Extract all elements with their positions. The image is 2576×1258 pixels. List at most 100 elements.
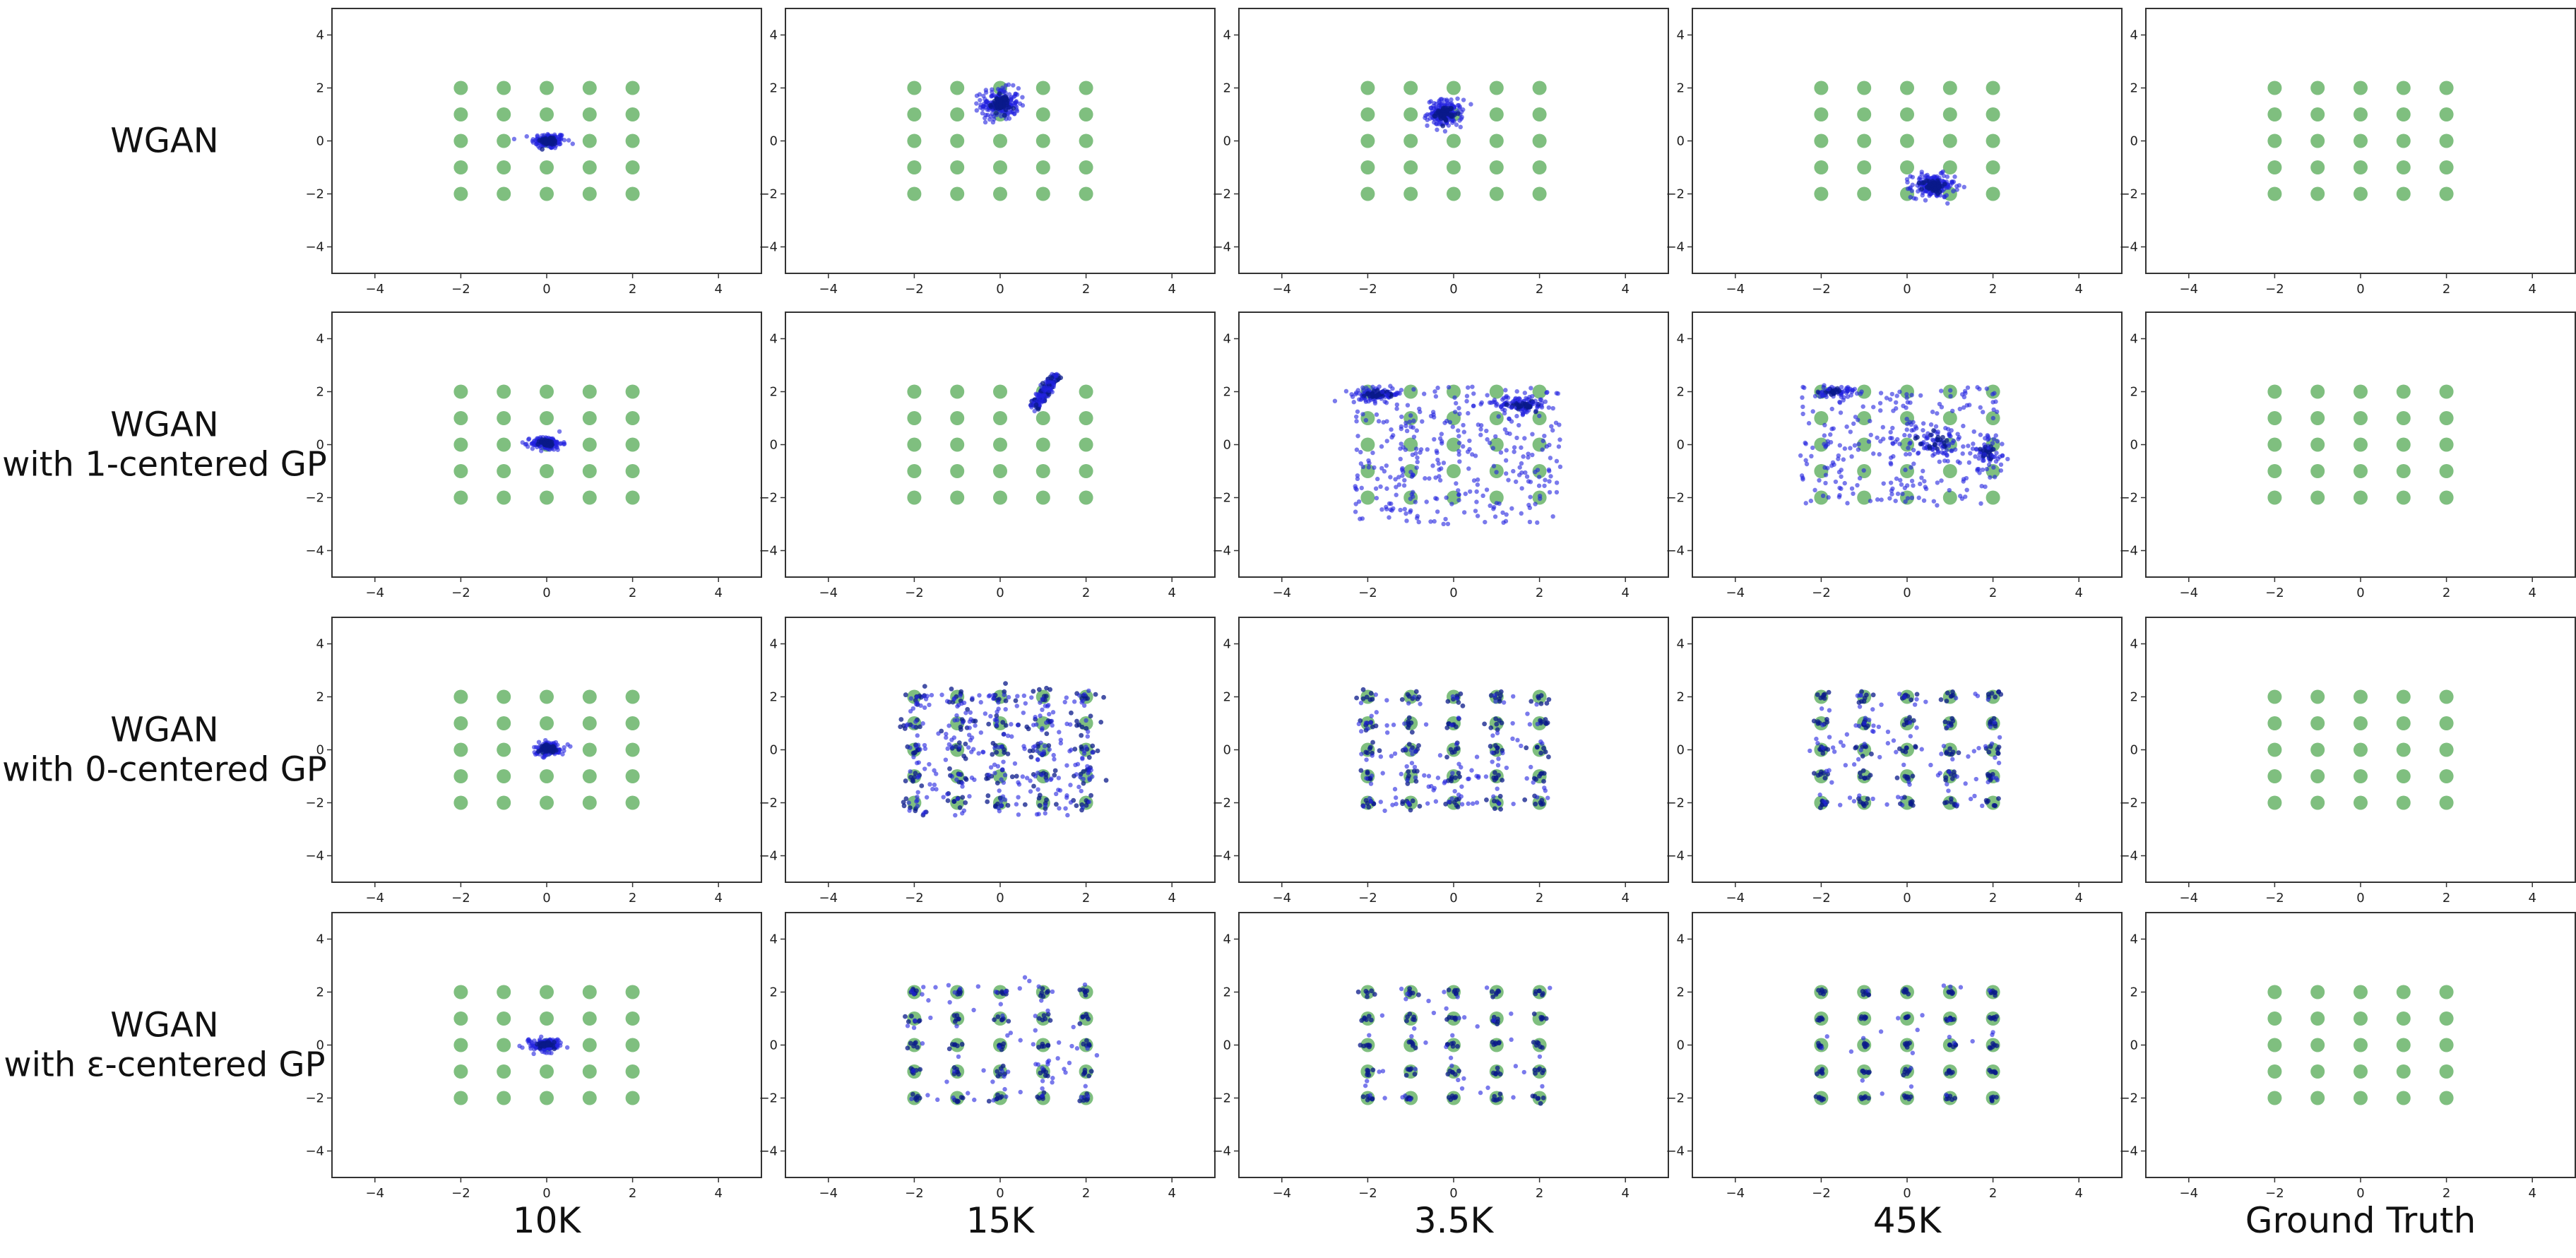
- generated-sample: [1826, 386, 1832, 392]
- generated-sample: [1856, 417, 1860, 422]
- generated-sample: [1910, 174, 1916, 179]
- generated-sample: [1993, 433, 1998, 438]
- generated-sample: [1425, 447, 1430, 452]
- generated-sample: [1079, 1094, 1084, 1100]
- x-tick-label: −2: [905, 1186, 924, 1201]
- generated-sample: [1042, 744, 1047, 749]
- y-tick-label: 2: [1223, 690, 1231, 705]
- generated-sample: [1406, 715, 1412, 720]
- ground-truth-point: [2310, 490, 2325, 505]
- generated-sample: [951, 1095, 956, 1100]
- ground-truth-point: [625, 1064, 640, 1079]
- ground-truth-point: [2354, 81, 2368, 95]
- generated-sample: [1446, 987, 1452, 992]
- generated-sample: [1894, 393, 1899, 398]
- generated-sample: [1810, 409, 1815, 414]
- generated-sample: [985, 100, 990, 105]
- generated-sample: [1955, 432, 1960, 437]
- generated-sample: [1504, 402, 1509, 408]
- generated-sample: [1412, 1072, 1418, 1077]
- generated-sample: [1378, 800, 1383, 805]
- generated-sample: [1557, 464, 1563, 470]
- ground-truth-point: [497, 795, 511, 810]
- generated-sample: [1086, 1073, 1092, 1079]
- generated-sample: [1830, 460, 1836, 465]
- generated-sample: [1456, 1016, 1461, 1021]
- generated-sample: [1043, 811, 1047, 816]
- generated-sample: [1017, 986, 1022, 991]
- generated-sample: [1402, 721, 1407, 726]
- generated-sample: [971, 747, 976, 752]
- generated-sample: [1994, 776, 1999, 781]
- ground-truth-point: [1986, 186, 2000, 201]
- generated-sample: [1860, 801, 1865, 806]
- generated-sample: [1946, 788, 1951, 793]
- generated-sample: [1502, 427, 1508, 432]
- generated-sample: [1543, 749, 1548, 754]
- generated-sample: [991, 696, 996, 701]
- generated-sample: [1965, 385, 1971, 390]
- generated-sample: [1366, 465, 1372, 470]
- x-tick-label: −2: [2265, 891, 2284, 906]
- generated-sample: [1435, 509, 1440, 514]
- ground-truth-point: [497, 1091, 511, 1105]
- generated-sample: [1495, 1069, 1500, 1075]
- generated-sample: [1413, 749, 1418, 754]
- generated-sample: [1504, 471, 1509, 476]
- generated-sample: [1916, 451, 1921, 456]
- ground-truth-point: [582, 186, 597, 201]
- generated-sample: [1405, 778, 1410, 783]
- generated-sample: [1005, 1033, 1010, 1038]
- generated-sample: [1937, 189, 1942, 195]
- generated-sample: [1445, 107, 1451, 113]
- generated-sample: [1450, 694, 1456, 699]
- generated-sample: [1369, 773, 1375, 778]
- generated-sample: [1404, 518, 1409, 523]
- generated-sample: [1426, 773, 1432, 778]
- generated-sample: [1428, 519, 1433, 524]
- generated-sample: [1411, 434, 1417, 439]
- generated-sample: [1401, 483, 1407, 488]
- generated-sample: [533, 744, 539, 750]
- y-tick-label: 4: [1223, 932, 1231, 947]
- generated-sample: [1868, 432, 1873, 437]
- generated-sample: [1938, 697, 1944, 702]
- generated-sample: [1526, 455, 1531, 460]
- generated-sample: [1399, 414, 1404, 420]
- ground-truth-point: [1489, 160, 1504, 174]
- generated-sample: [1527, 722, 1533, 727]
- ground-truth-point: [950, 160, 965, 174]
- generated-sample: [1389, 754, 1394, 759]
- generated-sample: [1084, 1014, 1090, 1019]
- generated-sample: [1857, 770, 1863, 776]
- generated-sample: [1446, 799, 1452, 805]
- generated-sample: [1014, 704, 1019, 708]
- x-tick-label: 0: [1449, 282, 1457, 297]
- ground-truth-point: [453, 464, 468, 478]
- generated-sample: [1458, 124, 1463, 130]
- generated-sample: [1358, 461, 1364, 466]
- generated-sample: [1449, 105, 1454, 111]
- generated-sample: [1836, 388, 1842, 393]
- ground-truth-point: [2267, 133, 2282, 148]
- ground-truth-point: [1532, 107, 1547, 121]
- generated-sample: [1456, 1077, 1461, 1083]
- generated-sample: [1360, 1094, 1366, 1100]
- generated-sample: [1851, 762, 1857, 767]
- generated-sample: [1822, 465, 1827, 470]
- generated-sample: [983, 119, 988, 125]
- generated-sample: [984, 776, 989, 781]
- generated-sample: [1533, 989, 1538, 994]
- generated-sample: [1821, 692, 1827, 698]
- generated-sample: [1360, 464, 1366, 470]
- y-tick-label: 2: [770, 385, 778, 400]
- generated-sample: [1084, 802, 1089, 808]
- generated-sample: [1002, 96, 1008, 102]
- generated-sample: [1000, 720, 1006, 725]
- ground-truth-point: [1035, 160, 1050, 174]
- generated-sample: [909, 1014, 914, 1019]
- generated-sample: [1377, 384, 1382, 389]
- ground-truth-point: [2439, 411, 2454, 425]
- ground-truth-point: [1403, 81, 1418, 95]
- generated-sample: [1473, 509, 1478, 514]
